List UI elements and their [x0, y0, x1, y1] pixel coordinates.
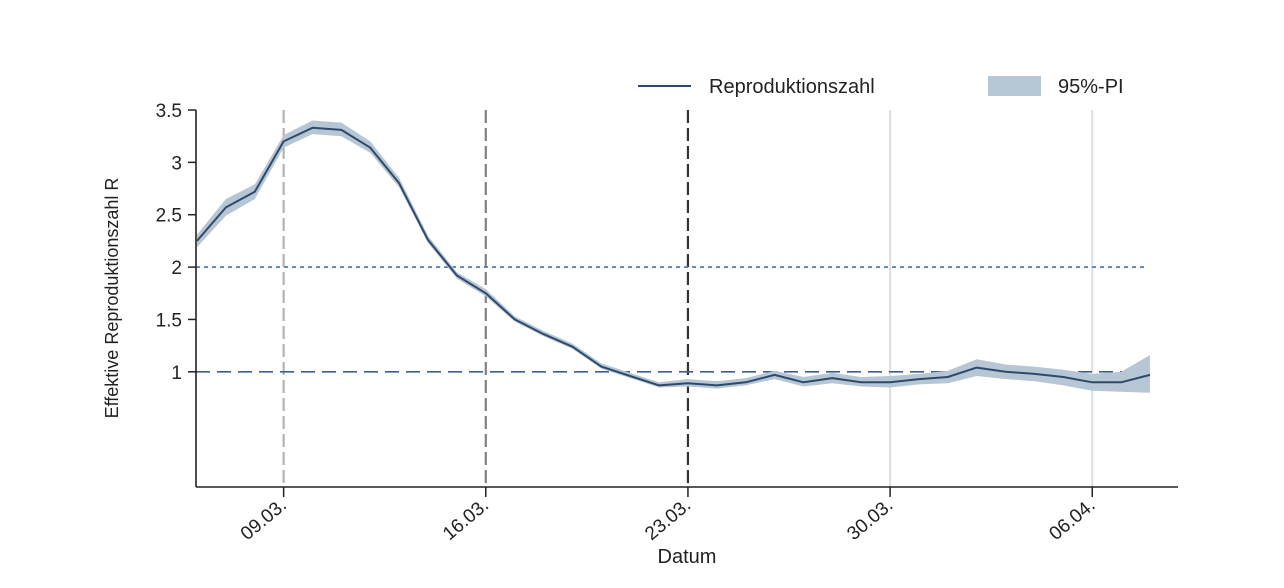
legend-band-swatch: [988, 76, 1041, 96]
y-tick-label: 2.5: [156, 206, 182, 227]
series-lines: [196, 126, 1151, 387]
x-tick-label: 23.03.: [641, 495, 695, 545]
y-tick-label: 3: [171, 153, 182, 174]
reference-lines: [196, 266, 1148, 373]
vertical-markers: [282, 110, 1094, 487]
legend: Reproduktionszahl 95%-PI: [638, 76, 1124, 98]
y-axis-title: Effektive Reproduktionszahl R: [102, 178, 122, 419]
y-tick-label: 1.5: [156, 310, 182, 331]
legend-label-series: Reproduktionszahl: [709, 76, 875, 98]
series-line-1: [196, 126, 1151, 387]
y-tick-label: 2: [171, 258, 182, 279]
legend-label-interval: 95%-PI: [1058, 76, 1124, 98]
x-ticks: 09.03. 16.03. 23.03. 30.03. 06.04.: [237, 487, 1099, 545]
x-tick-label: 16.03.: [439, 495, 493, 545]
x-tick-label: 30.03.: [843, 495, 897, 545]
axes: [195, 110, 1178, 488]
x-tick-label: 09.03.: [237, 495, 291, 545]
x-axis-title: Datum: [658, 546, 717, 568]
y-tick-label: 1: [171, 363, 182, 384]
y-ticks: 3.5 3 2.5 2 1.5 1: [156, 101, 196, 384]
x-tick-label: 06.04.: [1045, 495, 1099, 545]
interval-band-1: [197, 120, 1150, 393]
y-tick-label: 3.5: [156, 101, 182, 122]
interval-bands: [197, 120, 1150, 393]
